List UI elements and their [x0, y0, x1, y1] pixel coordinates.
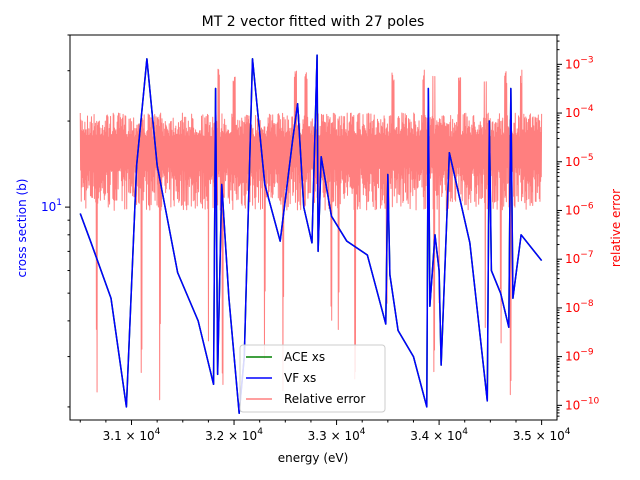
x-tick-label: 3.5 × 104 [513, 427, 571, 443]
x-tick-label: 3.4 × 104 [410, 427, 468, 443]
legend-label-error: Relative error [284, 392, 365, 406]
plot-area [79, 54, 543, 415]
y-right-tick-label: 10−3 [565, 55, 594, 71]
legend-label-vf: VF xs [284, 371, 316, 385]
cross-section-layer [79, 54, 543, 415]
y-axis-left-label: cross section (b) [15, 179, 29, 278]
relative-error-layer [79, 68, 543, 401]
x-tick-label: 3.3 × 104 [308, 427, 366, 443]
vf-xs-series [79, 54, 543, 415]
y-right-tick-label: 10−7 [565, 250, 594, 266]
y-axis-right-label: relative error [609, 189, 623, 267]
y-right-tick-label: 10−8 [565, 299, 594, 315]
y-right-tick-label: 10−5 [565, 153, 594, 169]
y-axis-left: 101 [41, 34, 70, 408]
legend-box [239, 344, 386, 413]
relative-error-series [79, 68, 543, 401]
chart-title: MT 2 vector fitted with 27 poles [202, 14, 425, 30]
legend: ACE xs VF xs Relative error [239, 344, 386, 413]
y-right-tick-label: 10−10 [565, 396, 600, 412]
x-tick-label: 3.1 × 104 [103, 427, 161, 443]
legend-label-ace: ACE xs [284, 350, 325, 364]
plot-frame [69, 34, 558, 421]
y-right-tick-label: 10−4 [565, 104, 594, 120]
y-right-tick-label: 10−9 [565, 348, 594, 364]
x-axis-label: energy (eV) [278, 451, 349, 465]
y-left-tick-label: 101 [41, 198, 62, 214]
x-axis: 3.1 × 104 3.2 × 104 3.3 × 104 3.4 × 104 3.5 … [79, 420, 571, 443]
x-tick-label: 3.2 × 104 [205, 427, 263, 443]
y-axis-right: 10−10 10−9 10−8 10−7 10−6 10−5 10−4 10−3 [557, 34, 600, 417]
y-right-tick-label: 10−6 [565, 201, 594, 217]
